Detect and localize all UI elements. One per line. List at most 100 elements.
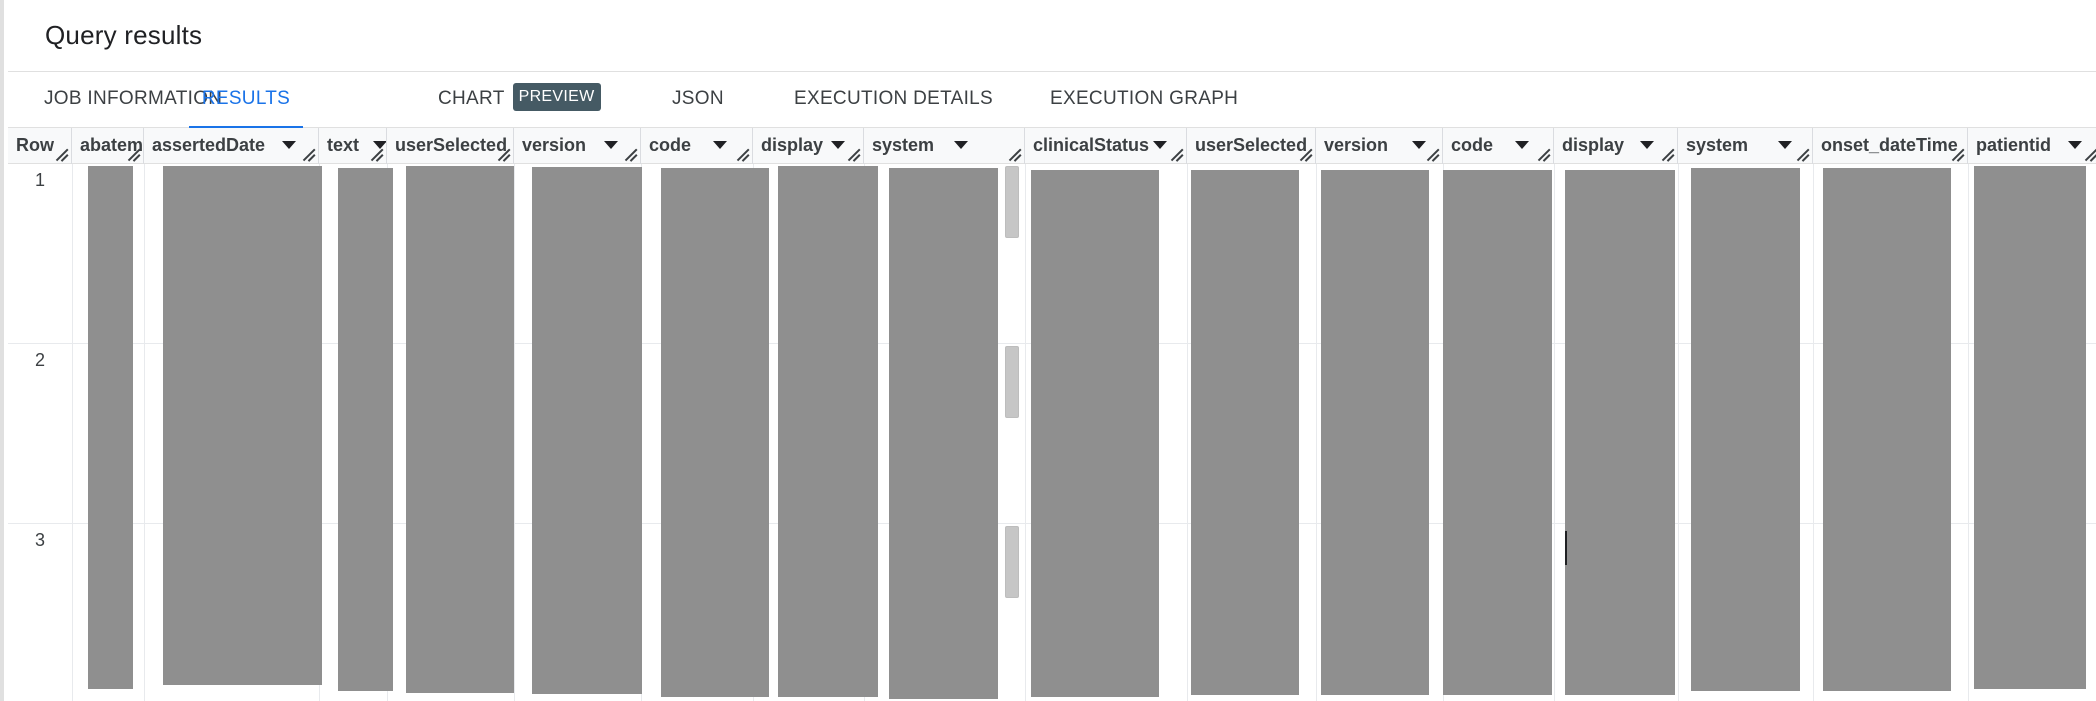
column-divider — [514, 164, 515, 701]
resize-handle-icon[interactable] — [497, 148, 511, 162]
column-label: assertedDate — [152, 135, 266, 155]
sort-caret-icon[interactable] — [1412, 141, 1426, 149]
table-header-row: Row abatem assertedDate text userSelecte… — [8, 128, 2096, 164]
resize-handle-icon[interactable] — [127, 148, 141, 162]
column-header-display[interactable]: display — [753, 128, 864, 164]
resize-handle-icon[interactable] — [1796, 148, 1810, 162]
resize-handle-icon[interactable] — [847, 148, 861, 162]
tab-execution-graph[interactable]: EXECUTION GRAPH — [1050, 73, 1238, 128]
column-label: onset_dateTime — [1821, 135, 1958, 155]
sort-caret-icon[interactable] — [604, 141, 618, 149]
column-divider — [144, 164, 145, 701]
tab-label: JSON — [672, 88, 724, 109]
tab-label: JOB INFORMATION — [44, 88, 223, 109]
sort-caret-icon[interactable] — [373, 141, 386, 149]
resize-handle-icon[interactable] — [624, 148, 638, 162]
row-number: 2 — [34, 350, 45, 370]
column-header-text[interactable]: text — [319, 128, 387, 164]
sort-caret-icon[interactable] — [713, 141, 727, 149]
column-header-system-2[interactable]: system — [1678, 128, 1813, 164]
redacted-cell-block — [1565, 170, 1675, 695]
sort-caret-icon[interactable] — [1515, 141, 1529, 149]
resize-handle-icon[interactable] — [370, 148, 384, 162]
column-divider — [1813, 164, 1814, 701]
sort-caret-icon[interactable] — [282, 141, 296, 149]
column-header-clinicalstatus[interactable]: clinicalStatus — [1025, 128, 1187, 164]
preview-badge: PREVIEW — [512, 82, 601, 111]
resize-handle-icon[interactable] — [1951, 148, 1965, 162]
resize-handle-icon[interactable] — [1299, 148, 1313, 162]
tab-label: CHART — [438, 88, 505, 109]
resize-handle-icon[interactable] — [736, 148, 750, 162]
column-label: version — [522, 135, 587, 155]
tab-job-information[interactable]: JOB INFORMATION — [44, 73, 222, 128]
redacted-cell-block — [1031, 170, 1159, 697]
resize-handle-icon[interactable] — [302, 148, 316, 162]
column-header-code[interactable]: code — [641, 128, 753, 164]
resize-handle-icon[interactable] — [1661, 148, 1675, 162]
column-label: text — [327, 135, 360, 155]
cell-scroll-thumb[interactable] — [1005, 526, 1019, 598]
redacted-cell-block — [661, 168, 769, 697]
resize-handle-icon[interactable] — [2084, 148, 2096, 162]
column-label: code — [649, 135, 692, 155]
column-divider — [72, 164, 73, 701]
tab-chart[interactable]: CHART PREVIEW — [438, 73, 601, 128]
text-cursor — [1565, 531, 1567, 565]
sort-caret-icon[interactable] — [1640, 141, 1654, 149]
column-header-patientid[interactable]: patientid — [1968, 128, 2096, 164]
column-header-abatement[interactable]: abatem — [72, 128, 144, 164]
column-divider — [1187, 164, 1188, 701]
redacted-cell-block — [88, 166, 133, 689]
redacted-cell-block — [1691, 168, 1800, 691]
redacted-cell-block — [338, 168, 393, 691]
column-header-version[interactable]: version — [514, 128, 641, 164]
cell-scroll-thumb[interactable] — [1005, 166, 1019, 238]
redacted-cell-block — [1321, 170, 1429, 695]
redacted-cell-block — [163, 166, 322, 685]
row-number: 1 — [34, 170, 45, 190]
column-label: userSelected — [1195, 135, 1308, 155]
sort-caret-icon[interactable] — [1153, 141, 1167, 149]
resize-handle-icon[interactable] — [1170, 148, 1184, 162]
panel-title: Query results — [45, 20, 203, 50]
resize-handle-icon[interactable] — [1426, 148, 1440, 162]
column-label: patientid — [1976, 135, 2051, 155]
sort-caret-icon[interactable] — [831, 141, 845, 149]
table-row[interactable]: 3 — [8, 524, 2096, 701]
column-header-row[interactable]: Row — [8, 128, 72, 164]
column-header-version-2[interactable]: version — [1316, 128, 1443, 164]
column-header-code-2[interactable]: code — [1443, 128, 1554, 164]
resize-handle-icon[interactable] — [55, 148, 69, 162]
resize-handle-icon[interactable] — [1008, 148, 1022, 162]
column-divider — [1678, 164, 1679, 701]
column-header-onset-datetime[interactable]: onset_dateTime — [1813, 128, 1968, 164]
column-label: clinicalStatus — [1033, 135, 1150, 155]
column-header-display-2[interactable]: display — [1554, 128, 1678, 164]
redacted-cell-block — [1974, 166, 2086, 689]
column-header-system[interactable]: system — [864, 128, 1025, 164]
redacted-cell-block — [889, 168, 998, 699]
resize-handle-icon[interactable] — [1537, 148, 1551, 162]
active-tab-indicator — [189, 126, 303, 129]
column-divider — [1968, 164, 1969, 701]
column-label: Row — [16, 135, 54, 155]
tab-json[interactable]: JSON — [672, 73, 724, 128]
tab-results[interactable]: RESULTS — [189, 73, 303, 129]
cell-scroll-thumb[interactable] — [1005, 346, 1019, 418]
redacted-cell-block — [1191, 170, 1299, 695]
column-header-userselected[interactable]: userSelected — [387, 128, 514, 164]
column-header-asserteddate[interactable]: assertedDate — [144, 128, 319, 164]
sort-caret-icon[interactable] — [954, 141, 968, 149]
results-table: Row abatem assertedDate text userSelecte… — [8, 128, 2096, 701]
column-label: display — [761, 135, 824, 155]
sort-caret-icon[interactable] — [1778, 141, 1792, 149]
tab-label: RESULTS — [201, 88, 291, 109]
tab-label: EXECUTION GRAPH — [1050, 88, 1239, 109]
column-label: system — [1686, 135, 1749, 155]
column-header-userselected-2[interactable]: userSelected — [1187, 128, 1316, 164]
sort-caret-icon[interactable] — [2068, 141, 2082, 149]
row-number: 3 — [34, 530, 45, 550]
tab-execution-details[interactable]: EXECUTION DETAILS — [794, 73, 993, 128]
